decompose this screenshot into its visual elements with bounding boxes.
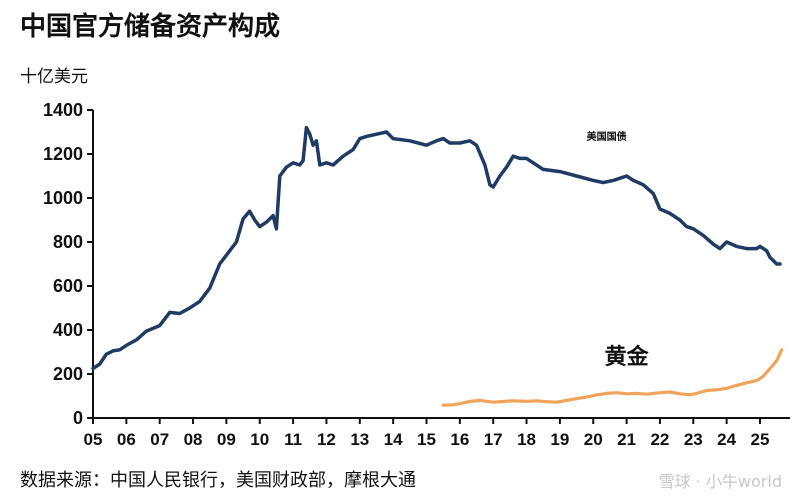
data-source-note: 数据来源：中国人民银行，美国财政部，摩根大通 bbox=[20, 470, 416, 491]
x-tick-label: 15 bbox=[417, 430, 436, 449]
x-tick-label: 06 bbox=[117, 430, 136, 449]
x-tick-label: 22 bbox=[650, 430, 669, 449]
x-tick-label: 19 bbox=[550, 430, 569, 449]
x-tick-label: 20 bbox=[584, 430, 603, 449]
x-tick-label: 17 bbox=[484, 430, 503, 449]
x-tick-label: 21 bbox=[617, 430, 636, 449]
x-tick-label: 13 bbox=[350, 430, 369, 449]
x-tick-label: 14 bbox=[384, 430, 403, 449]
y-tick-label: 600 bbox=[53, 276, 83, 296]
y-tick-label: 0 bbox=[73, 408, 83, 428]
x-tick-label: 08 bbox=[184, 430, 203, 449]
x-tick-label: 23 bbox=[684, 430, 703, 449]
x-tick-label: 05 bbox=[84, 430, 103, 449]
treasuries-series-line bbox=[91, 125, 782, 371]
x-tick-label: 07 bbox=[150, 430, 169, 449]
x-tick-label: 18 bbox=[517, 430, 536, 449]
y-tick-label: 1400 bbox=[43, 100, 83, 120]
chart-title: 中国官方储备资产构成 bbox=[20, 12, 281, 42]
x-tick-label: 10 bbox=[250, 430, 269, 449]
y-tick-label: 400 bbox=[53, 320, 83, 340]
x-tick-label: 09 bbox=[217, 430, 236, 449]
y-axis-unit-label: 十亿美元 bbox=[20, 67, 88, 87]
gold-series-label: 黄金 bbox=[605, 344, 650, 370]
y-tick-label: 800 bbox=[53, 232, 83, 252]
y-tick-label: 1200 bbox=[43, 144, 83, 164]
x-tick-label: 11 bbox=[284, 430, 302, 449]
x-tick-label: 25 bbox=[751, 430, 770, 449]
x-tick-label: 16 bbox=[450, 430, 469, 449]
y-tick-label: 200 bbox=[53, 364, 83, 384]
y-tick-label: 1000 bbox=[43, 188, 83, 208]
watermark: 雪球 · 小牛world bbox=[658, 472, 782, 491]
x-tick-label: 24 bbox=[717, 430, 736, 449]
gold-series-line bbox=[441, 348, 784, 407]
treasuries-series-label: 美国国债 bbox=[587, 130, 627, 143]
x-tick-label: 12 bbox=[317, 430, 336, 449]
